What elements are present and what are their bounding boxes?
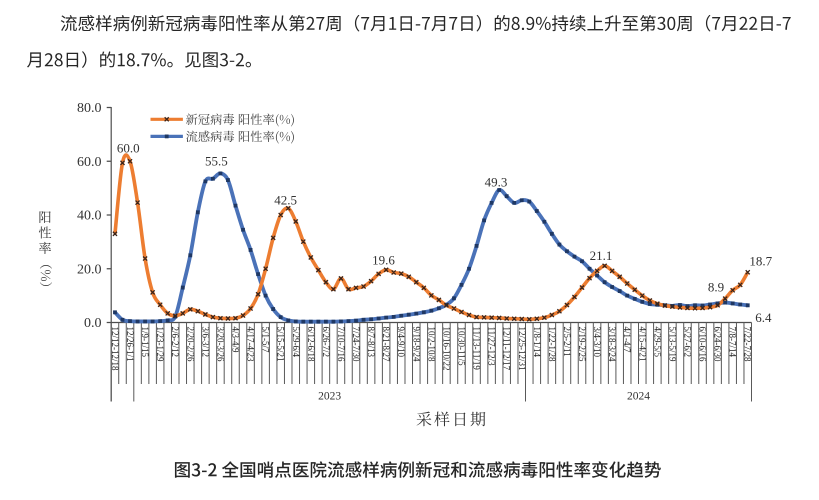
svg-text:2/6-2/12: 2/6-2/12: [170, 327, 180, 358]
svg-text:4/1-4/7: 4/1-4/7: [622, 327, 632, 353]
svg-text:2023: 2023: [318, 391, 341, 403]
svg-text:12/25-12/31: 12/25-12/31: [517, 327, 527, 371]
svg-text:1/22-1/28: 1/22-1/28: [547, 327, 557, 362]
svg-text:3/18-3/24: 3/18-3/24: [607, 327, 617, 362]
svg-text:11/27-12/3: 11/27-12/3: [487, 327, 497, 367]
svg-text:6/26-7/2: 6/26-7/2: [321, 327, 331, 358]
svg-text:2024: 2024: [627, 391, 650, 403]
svg-text:4/15-4/21: 4/15-4/21: [637, 327, 647, 362]
svg-text:7/10-7/16: 7/10-7/16: [336, 327, 346, 362]
svg-text:18.7: 18.7: [749, 254, 772, 269]
svg-text:4/29-5/5: 4/29-5/5: [652, 327, 662, 358]
svg-text:5/15-5/21: 5/15-5/21: [276, 327, 286, 362]
svg-text:12/11-12/17: 12/11-12/17: [502, 327, 512, 371]
svg-text:8/21-8/27: 8/21-8/27: [381, 327, 391, 362]
svg-text:12/26-1/1: 12/26-1/1: [125, 327, 135, 362]
svg-text:20.0: 20.0: [77, 262, 102, 277]
svg-text:6/10-6/16: 6/10-6/16: [698, 327, 708, 362]
svg-text:8.9: 8.9: [708, 280, 724, 295]
svg-text:7/24-7/30: 7/24-7/30: [351, 327, 361, 362]
svg-text:10/16-10/22: 10/16-10/22: [441, 327, 451, 371]
svg-text:3/20-3/26: 3/20-3/26: [215, 327, 225, 362]
svg-text:8/7-8/13: 8/7-8/13: [366, 327, 376, 358]
svg-text:3/6-3/12: 3/6-3/12: [200, 327, 210, 358]
svg-text:80.0: 80.0: [77, 101, 102, 116]
svg-text:0.0: 0.0: [84, 316, 102, 331]
svg-text:5/29-6/4: 5/29-6/4: [291, 327, 301, 358]
svg-text:1/9-1/15: 1/9-1/15: [140, 327, 150, 358]
svg-text:5/27-6/2: 5/27-6/2: [682, 327, 692, 358]
svg-text:9/4-9/10: 9/4-9/10: [396, 327, 406, 358]
svg-text:9/18-9/24: 9/18-9/24: [411, 327, 421, 362]
svg-text:2/5-2/11: 2/5-2/11: [562, 327, 572, 357]
svg-text:11/13-11/19: 11/13-11/19: [472, 327, 482, 371]
svg-text:49.3: 49.3: [485, 174, 508, 189]
svg-text:7/22-7/28: 7/22-7/28: [743, 327, 753, 362]
svg-text:60.0: 60.0: [77, 155, 102, 170]
svg-text:7/8-7/14: 7/8-7/14: [728, 327, 738, 358]
svg-text:4/3-4/9: 4/3-4/9: [230, 327, 240, 353]
svg-text:10/30-11/5: 10/30-11/5: [456, 327, 466, 367]
svg-text:3/4-3/10: 3/4-3/10: [592, 327, 602, 358]
svg-text:21.1: 21.1: [590, 248, 613, 263]
svg-text:40.0: 40.0: [77, 209, 102, 224]
svg-text:2/20-2/26: 2/20-2/26: [185, 327, 195, 362]
svg-text:42.5: 42.5: [274, 192, 297, 207]
svg-text:6/12-6/18: 6/12-6/18: [306, 327, 316, 362]
svg-text:6/24-6/30: 6/24-6/30: [713, 327, 723, 362]
svg-text:60.0: 60.0: [117, 141, 140, 156]
svg-text:6.4: 6.4: [755, 310, 772, 325]
svg-text:12/12-12/18: 12/12-12/18: [110, 327, 120, 371]
svg-text:5/13-5/19: 5/13-5/19: [667, 327, 677, 362]
svg-text:5/1-5/7: 5/1-5/7: [261, 327, 271, 353]
svg-text:1/8-1/14: 1/8-1/14: [532, 327, 542, 358]
svg-text:4/17-4/23: 4/17-4/23: [246, 327, 256, 362]
svg-text:19.6: 19.6: [372, 253, 395, 268]
svg-text:55.5: 55.5: [205, 154, 228, 169]
svg-text:10/2-10/8: 10/2-10/8: [426, 327, 436, 362]
svg-text:2/19-2/25: 2/19-2/25: [577, 327, 587, 362]
svg-text:1/23-1/29: 1/23-1/29: [155, 327, 165, 362]
